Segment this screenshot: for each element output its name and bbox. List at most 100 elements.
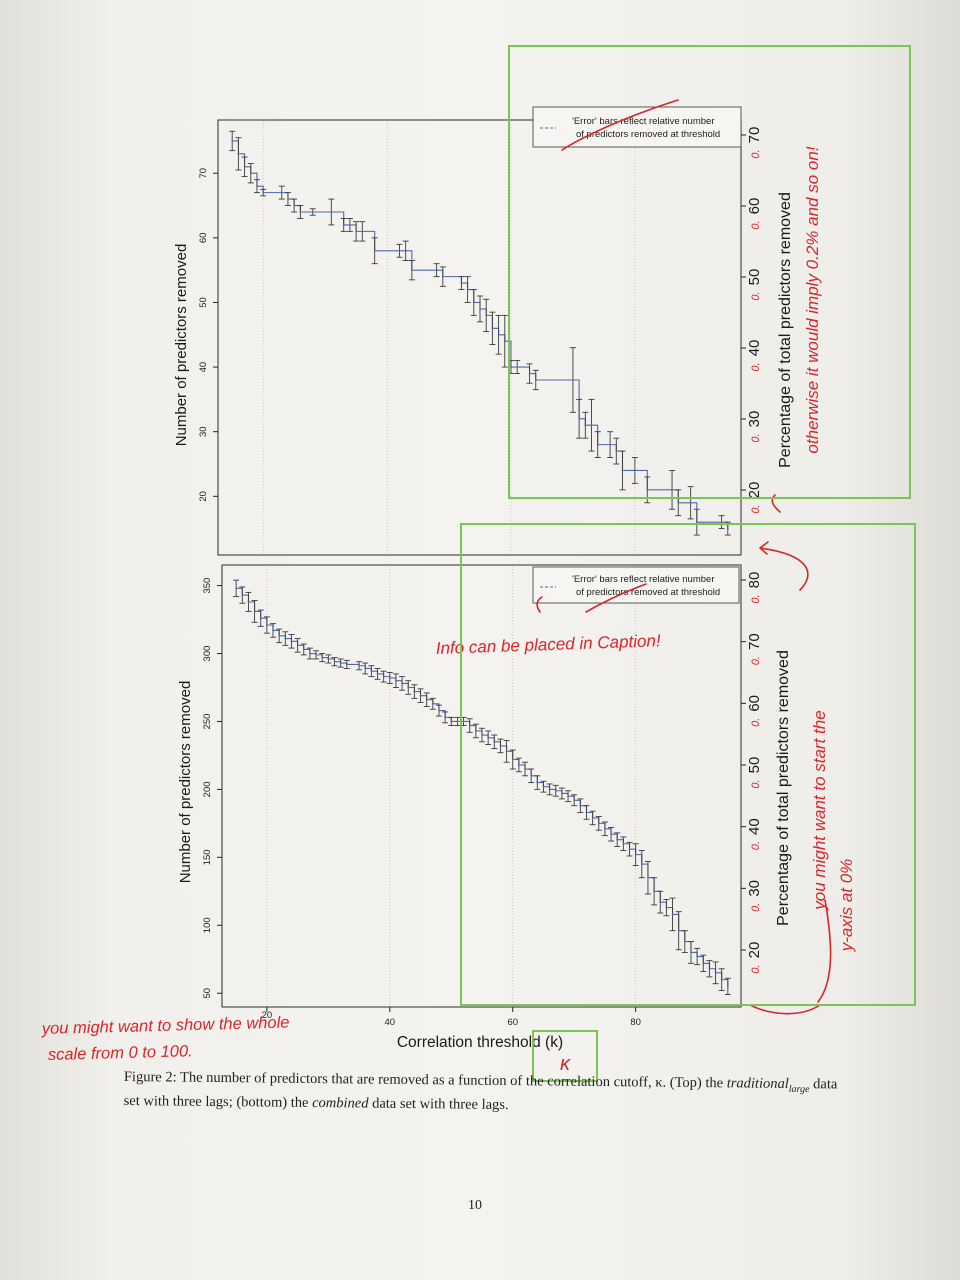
- error-bar: [470, 289, 477, 316]
- x-tick-label: 40: [385, 1017, 396, 1028]
- data-point: [561, 792, 563, 795]
- data-point: [235, 587, 238, 590]
- data-point: [309, 652, 311, 655]
- error-bar: [396, 243, 403, 258]
- data-point: [284, 637, 287, 640]
- data-point: [259, 617, 262, 620]
- error-bar: [718, 515, 725, 530]
- error-bar: [489, 311, 496, 345]
- error-bar: [276, 628, 283, 644]
- right-tick-ink-prefix: 0.: [750, 779, 762, 788]
- data-point: [321, 656, 324, 659]
- data-point: [315, 653, 317, 656]
- data-point: [339, 662, 342, 664]
- error-bar: [392, 673, 399, 688]
- data-point: [370, 670, 373, 673]
- data-point: [358, 664, 360, 667]
- error-bar: [675, 489, 682, 517]
- pointer-arrow-legend: [536, 596, 543, 613]
- caption-label: Figure 2:: [123, 1069, 177, 1086]
- data-point: [388, 677, 391, 679]
- data-point: [530, 774, 533, 777]
- data-point: [419, 694, 422, 697]
- right-tick-ink-prefix: 0.: [750, 718, 762, 727]
- data-point: [456, 720, 459, 723]
- bottom-series: [233, 579, 731, 996]
- right-tick-label: 30: [746, 411, 763, 428]
- error-bar: [284, 192, 291, 206]
- error-bar: [270, 623, 277, 638]
- error-bar: [565, 790, 572, 803]
- error-bar: [380, 670, 387, 683]
- error-bar: [501, 314, 508, 368]
- error-bar: [282, 631, 289, 646]
- data-point: [726, 527, 729, 530]
- note-legend-caption: Info can be placed in Caption!: [435, 631, 661, 658]
- data-point: [253, 610, 256, 613]
- top-legend-box: [532, 106, 742, 148]
- data-point: [503, 340, 506, 343]
- error-bar: [337, 658, 344, 668]
- error-bar: [638, 850, 645, 879]
- y-tick-label: 200: [202, 781, 213, 797]
- data-point: [616, 838, 619, 841]
- data-point: [293, 204, 296, 207]
- data-point: [647, 876, 649, 879]
- arrow-left-bottom: [749, 1004, 821, 1015]
- error-bar: [663, 899, 670, 917]
- data-point: [311, 211, 314, 213]
- error-bar: [411, 684, 418, 699]
- error-bar: [509, 749, 516, 770]
- data-point: [690, 951, 692, 954]
- error-bar: [235, 137, 242, 171]
- data-point: [262, 191, 265, 194]
- error-bar: [495, 314, 502, 355]
- data-point: [231, 140, 234, 142]
- data-point: [671, 488, 673, 491]
- data-point: [572, 379, 574, 381]
- top-panel: 20 30 40 50 60 70 20 0. 30 0. 40 0. 50 0. 60 0. 70 0. Nu…: [173, 106, 794, 556]
- error-bar: [263, 616, 270, 634]
- error-bar: [313, 650, 320, 660]
- data-point: [237, 152, 240, 155]
- data-point: [410, 269, 413, 272]
- error-bar: [477, 295, 483, 323]
- error-bar: [241, 156, 248, 177]
- arrow-curve-top: [759, 541, 809, 591]
- error-bar: [491, 734, 498, 750]
- data-point: [435, 269, 438, 272]
- caption-text-3: data set with three lags.: [368, 1095, 509, 1113]
- error-bar: [448, 716, 455, 726]
- data-point: [349, 224, 351, 226]
- error-bar: [526, 363, 533, 384]
- data-point: [579, 804, 582, 807]
- error-bar: [429, 697, 436, 710]
- error-bar: [472, 723, 479, 739]
- data-point: [327, 658, 330, 660]
- data-point: [726, 985, 729, 988]
- bottom-panel: 50 100 150 200 250 300 350 20 0. 30 0. 40 0. 50 0. 60 0…: [177, 564, 792, 1051]
- error-bar: [619, 450, 626, 491]
- bottom-right-axis: 20 0. 30 0. 40 0. 50 0. 60 0. 70 0. 80 0.: [741, 572, 763, 974]
- x-tick-label: 20: [262, 1010, 273, 1021]
- right-tick-label: 20: [746, 482, 763, 499]
- data-point: [466, 288, 469, 291]
- data-point: [585, 811, 588, 814]
- error-bar: [439, 266, 446, 287]
- right-tick-ink-prefix: 0.: [750, 594, 762, 603]
- y-tick-label: 30: [198, 426, 209, 437]
- error-bar: [497, 738, 504, 754]
- note-bottom-right-2: y-axis at 0%: [837, 859, 856, 953]
- data-point: [256, 185, 258, 188]
- error-bar: [291, 198, 298, 213]
- data-point: [345, 663, 348, 666]
- data-point: [364, 667, 367, 670]
- top-right-axis-label: Percentage of total predictors removed: [777, 192, 794, 468]
- error-bar: [297, 205, 304, 219]
- data-point: [302, 648, 305, 651]
- data-point: [622, 842, 625, 845]
- data-point: [395, 679, 397, 682]
- bottom-y-axis-label: Number of predictors removed: [177, 681, 194, 884]
- data-point: [441, 275, 444, 278]
